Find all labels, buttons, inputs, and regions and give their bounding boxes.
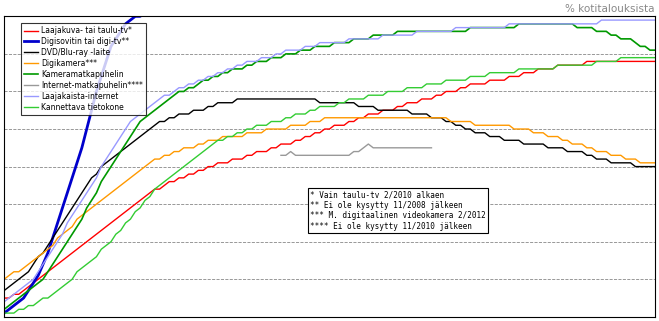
- Legend: Laajakuva- tai taulu-tv*, Digisovitin tai digi-tv**, DVD/Blu-ray -laite, Digikam: Laajakuva- tai taulu-tv*, Digisovitin ta…: [21, 23, 146, 115]
- DVD/Blu-ray -laite: [350, 101, 358, 105]
- Kannettava tietokone: [0, 311, 8, 315]
- Line: Laajakaista-internet: Laajakaista-internet: [4, 20, 655, 302]
- Laajakaista-internet: [563, 22, 571, 26]
- Kannettava tietokone: [607, 59, 615, 63]
- Internet-matkapuhelin****: [345, 153, 353, 157]
- Kameramatkapuhelin: [568, 22, 576, 26]
- Kannettava tietokone: [563, 63, 571, 67]
- Line: Digisovitin tai digi-tv**: Digisovitin tai digi-tv**: [4, 9, 266, 313]
- DVD/Blu-ray -laite: [233, 97, 241, 101]
- Kameramatkapuhelin: [0, 308, 8, 311]
- Laajakaista-internet: [151, 101, 159, 105]
- DVD/Blu-ray -laite: [651, 165, 659, 169]
- Laajakuva- tai taulu-tv*: [612, 59, 620, 63]
- Kameramatkapuhelin: [515, 22, 523, 26]
- Line: Kannettava tietokone: Kannettava tietokone: [4, 58, 655, 313]
- Laajakaista-internet: [345, 37, 353, 41]
- Laajakuva- tai taulu-tv*: [345, 120, 353, 124]
- Kameramatkapuhelin: [467, 26, 474, 30]
- Text: % kotitalouksista: % kotitalouksista: [565, 4, 655, 14]
- Kameramatkapuhelin: [369, 33, 377, 37]
- Laajakuva- tai taulu-tv*: [369, 112, 377, 116]
- Line: DVD/Blu-ray -laite: DVD/Blu-ray -laite: [4, 99, 655, 291]
- DVD/Blu-ray -laite: [568, 150, 576, 153]
- Digikamera***: [568, 142, 576, 146]
- Laajakuva- tai taulu-tv*: [583, 59, 591, 63]
- Laajakaista-internet: [369, 37, 377, 41]
- Kannettava tietokone: [617, 56, 625, 60]
- Laajakaista-internet: [0, 300, 8, 304]
- Kannettava tietokone: [345, 97, 353, 101]
- DVD/Blu-ray -laite: [471, 131, 479, 135]
- Digikamera***: [321, 116, 329, 120]
- Kameramatkapuhelin: [651, 48, 659, 52]
- Digikamera***: [374, 116, 382, 120]
- Laajakuva- tai taulu-tv*: [467, 82, 474, 86]
- Kannettava tietokone: [151, 187, 159, 191]
- Kameramatkapuhelin: [345, 41, 353, 45]
- Laajakuva- tai taulu-tv*: [151, 187, 159, 191]
- Laajakuva- tai taulu-tv*: [0, 296, 8, 300]
- Digisovitin tai digi-tv**: [151, 11, 159, 14]
- Digikamera***: [651, 161, 659, 165]
- Line: Internet-matkapuhelin****: Internet-matkapuhelin****: [281, 144, 432, 155]
- Kameramatkapuhelin: [151, 108, 159, 112]
- Kannettava tietokone: [467, 74, 474, 78]
- DVD/Blu-ray -laite: [151, 123, 159, 127]
- DVD/Blu-ray -laite: [612, 161, 620, 165]
- Kameramatkapuhelin: [612, 33, 620, 37]
- Laajakaista-internet: [651, 18, 659, 22]
- Line: Digikamera***: Digikamera***: [4, 118, 655, 279]
- Digisovitin tai digi-tv**: [0, 311, 8, 315]
- Kannettava tietokone: [369, 93, 377, 97]
- DVD/Blu-ray -laite: [374, 108, 382, 112]
- Digikamera***: [0, 277, 8, 281]
- Digikamera***: [471, 123, 479, 127]
- Text: * Vain taulu-tv 2/2010 alkaen
** Ei ole kysytty 11/2008 jälkeen
*** M. digitaali: * Vain taulu-tv 2/2010 alkaen ** Ei ole …: [310, 191, 486, 231]
- Digikamera***: [350, 116, 358, 120]
- Laajakuva- tai taulu-tv*: [651, 59, 659, 63]
- Line: Kameramatkapuhelin: Kameramatkapuhelin: [4, 24, 655, 309]
- Digikamera***: [612, 153, 620, 157]
- Laajakaista-internet: [598, 18, 606, 22]
- Line: Laajakuva- tai taulu-tv*: Laajakuva- tai taulu-tv*: [4, 61, 655, 298]
- Digikamera***: [151, 157, 159, 161]
- Kannettava tietokone: [651, 56, 659, 60]
- Internet-matkapuhelin****: [369, 146, 377, 150]
- Laajakaista-internet: [612, 18, 620, 22]
- DVD/Blu-ray -laite: [0, 289, 8, 292]
- Laajakaista-internet: [467, 26, 474, 30]
- Laajakuva- tai taulu-tv*: [563, 63, 571, 67]
